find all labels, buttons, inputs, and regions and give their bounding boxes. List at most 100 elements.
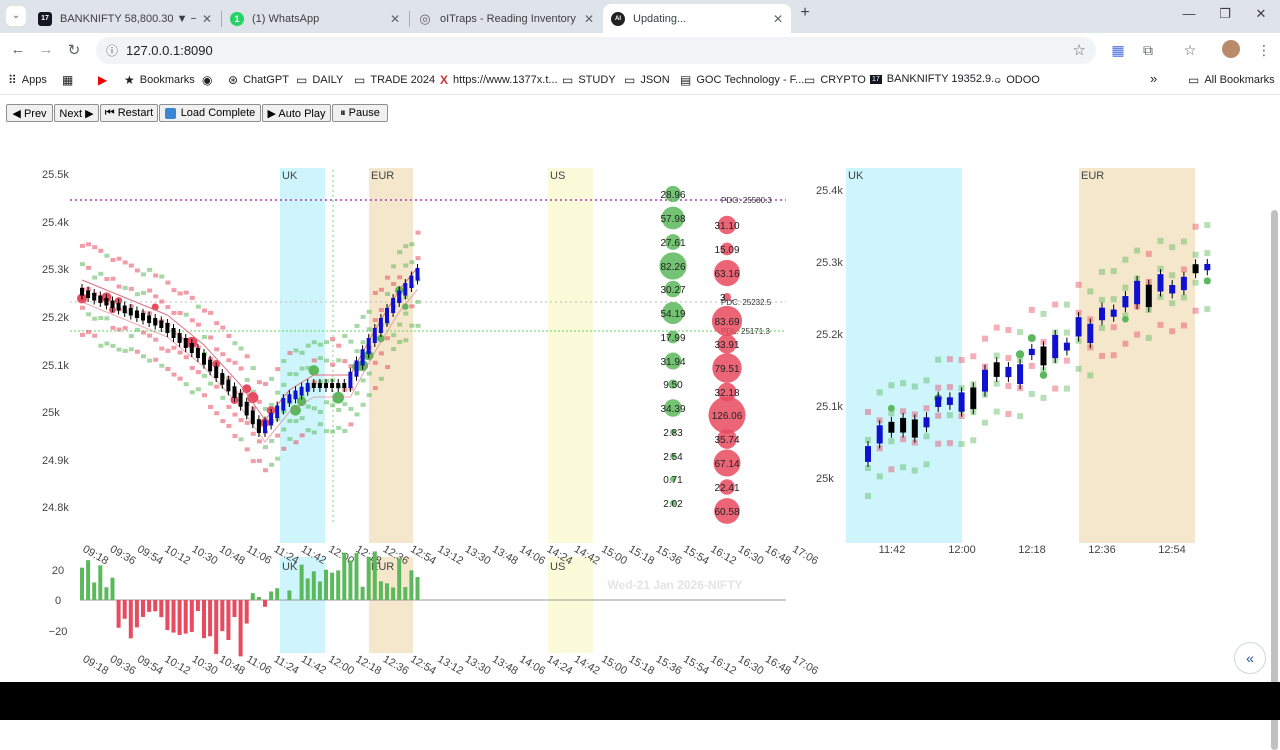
close-icon[interactable]: ✕ <box>584 12 594 26</box>
footprint-dot <box>202 335 207 339</box>
zoom-footprint-bubble <box>1122 316 1129 323</box>
footprint-dot <box>202 393 207 397</box>
tab-whatsapp[interactable]: 1 (1) WhatsApp ✕ <box>222 4 408 33</box>
footprint-dot <box>361 315 366 319</box>
footprint-dot <box>269 377 274 381</box>
footprint-dot <box>403 312 408 316</box>
close-icon[interactable]: ✕ <box>390 12 400 26</box>
footprint-dot <box>86 330 91 334</box>
tab-title: BANKNIFTY 58,800.30 ▼ −1.02% <box>60 13 196 25</box>
footprint-dot <box>416 231 421 235</box>
footprint-dot <box>196 323 201 327</box>
bookmark-star-icon[interactable]: ☆ <box>1073 41 1086 59</box>
volume-bar <box>172 600 176 633</box>
bookmark-chatgpt[interactable]: ⊛ChatGPT <box>228 73 289 87</box>
footprint-dot <box>416 300 421 304</box>
bookmarks-manager-icon[interactable]: ☆ <box>1180 42 1200 59</box>
more-bookmarks-icon[interactable]: » <box>1150 71 1157 86</box>
extension-tile-icon[interactable]: ▦ <box>1108 42 1128 59</box>
bookmark-crypto[interactable]: ▭CRYPTO <box>804 73 866 87</box>
minimize-icon[interactable]: — <box>1174 6 1204 21</box>
zoom-footprint-dot <box>1076 282 1082 288</box>
footprint-dot <box>178 377 183 381</box>
back-arrow-icon[interactable]: ← <box>8 41 28 58</box>
zoom-footprint-dot <box>1017 329 1023 335</box>
candle <box>385 308 389 323</box>
footprint-dot <box>361 403 366 407</box>
collapse-panel-button[interactable]: « <box>1234 642 1266 674</box>
candle <box>397 291 401 304</box>
footprint-dot <box>275 391 280 395</box>
tab-updating[interactable]: AI Updating... ✕ <box>603 4 791 33</box>
close-icon[interactable]: ✕ <box>773 12 783 26</box>
bookmark-json[interactable]: ▭JSON <box>624 73 670 87</box>
session-label: EUR <box>371 170 394 182</box>
footprint-dot <box>172 346 177 350</box>
footprint-dot <box>172 288 177 292</box>
browser-menu-icon[interactable]: ⋮ <box>1254 42 1274 59</box>
extensions-icon[interactable]: ⧉ <box>1138 42 1158 59</box>
footprint-dot <box>239 437 244 441</box>
zoom-footprint-dot <box>1099 297 1105 303</box>
bookmark-goc[interactable]: ▤GOC Technology - F... <box>680 73 804 87</box>
address-url[interactable]: 127.0.0.1:8090 <box>126 43 213 58</box>
zoom-candle <box>959 392 965 411</box>
candle <box>159 321 163 329</box>
footprint-dot <box>147 359 152 363</box>
footprint-dot <box>245 447 250 451</box>
close-icon[interactable]: ✕ <box>202 12 212 26</box>
window-close-icon[interactable]: ✕ <box>1246 6 1276 22</box>
y-tick-label: 25.5k <box>42 169 69 181</box>
bookmark-grid[interactable]: ▦ <box>62 73 78 87</box>
forward-arrow-icon[interactable]: → <box>36 41 56 58</box>
volume-bar <box>257 597 261 600</box>
zoom-footprint-dot <box>947 356 953 362</box>
volume-bar <box>324 570 328 600</box>
bookmark-study[interactable]: ▭STUDY <box>562 73 616 87</box>
bookmark-youtube[interactable]: ▶ <box>98 73 112 87</box>
candle <box>178 333 182 343</box>
zoom-candle <box>1005 367 1011 377</box>
zoom-footprint-bubble <box>1040 371 1047 378</box>
footprint-dot <box>123 349 128 353</box>
new-tab-button[interactable]: + <box>790 4 820 22</box>
bookmark-trade-2024[interactable]: ▭TRADE 2024 <box>354 73 435 87</box>
zoom-x-tick-label: 12:36 <box>1088 544 1116 556</box>
footprint-dot <box>257 400 262 404</box>
reload-icon[interactable]: ↻ <box>64 41 84 59</box>
scrollbar[interactable] <box>1271 210 1278 750</box>
zoom-candle <box>1064 343 1070 351</box>
candle <box>330 383 334 388</box>
restore-icon[interactable]: ❐ <box>1210 6 1240 22</box>
chart-area[interactable]: UKUKEUREURUSUS25.5k25.4k25.3k25.2k25.1k2… <box>0 96 1280 682</box>
bookmark-bookmarks[interactable]: ★Bookmarks <box>124 73 195 87</box>
candle <box>263 421 267 434</box>
zoom-candle <box>877 425 883 443</box>
sell-volume-label: 63.16 <box>714 269 739 280</box>
tab-oitraps[interactable]: ◎ oITraps - Reading Inventory Ma ✕ <box>410 4 602 33</box>
address-bar[interactable]: ⓘ 127.0.0.1:8090 ☆ <box>96 37 1096 64</box>
profile-avatar[interactable] <box>1222 40 1240 58</box>
bookmark-odoo[interactable]: ○ODOO <box>994 73 1040 87</box>
site-info-icon[interactable]: ⓘ <box>106 42 118 59</box>
volume-y-tick-label: 0 <box>55 595 61 607</box>
tab-search-chevron-icon[interactable]: ⌄ <box>6 6 26 26</box>
zoom-footprint-dot <box>888 438 894 444</box>
x-tick-label: 09:18 <box>81 543 111 567</box>
volume-bar <box>245 600 249 624</box>
volume-bar <box>391 587 395 600</box>
all-bookmarks[interactable]: ▭All Bookmarks <box>1188 73 1275 87</box>
bookmark-daily[interactable]: ▭DAILY <box>296 73 343 87</box>
footprint-dot <box>330 430 335 434</box>
zoom-candle <box>1017 364 1023 384</box>
session-band-eur <box>369 168 413 543</box>
bookmark-apps[interactable]: ⠿Apps <box>8 73 47 87</box>
volume-bar <box>403 587 407 600</box>
volume-bar <box>300 565 304 600</box>
bookmark-globe[interactable]: ◉ <box>202 73 217 87</box>
tab-banknifty[interactable]: 17 BANKNIFTY 58,800.30 ▼ −1.02% ✕ <box>30 4 220 33</box>
zoom-candle <box>865 446 871 462</box>
footprint-dot <box>336 426 341 430</box>
